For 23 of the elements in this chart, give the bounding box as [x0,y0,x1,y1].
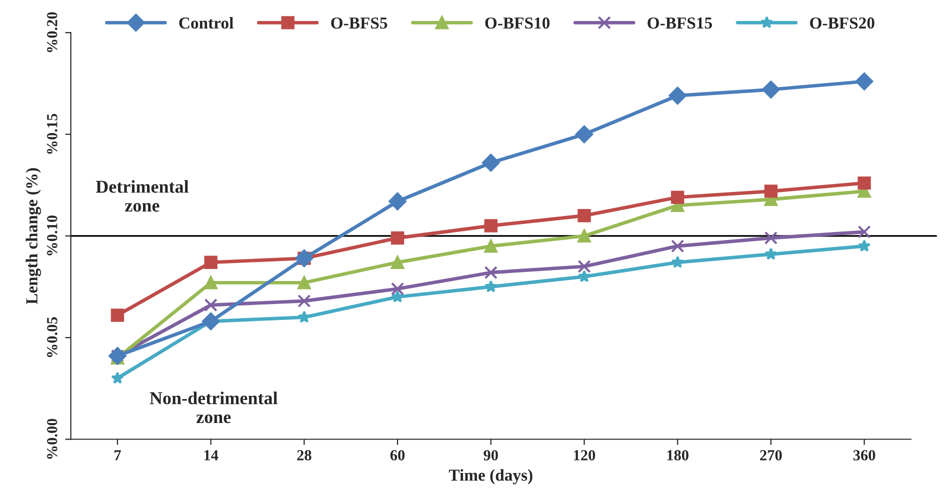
x-tick-label: 270 [760,450,782,460]
y-axis-title: Length change (%) [26,168,41,304]
y-tick-label: %0.20 [46,12,58,52]
legend-label: O-BFS10 [485,17,550,29]
y-tick-label: %0.05 [46,317,58,358]
y-tick-label: %0.15 [46,114,58,154]
x-tick-label: 7 [114,450,121,460]
annotation: Detrimental zone [96,180,189,212]
x-tick-label: 360 [853,450,876,460]
legend-label: O-BFS5 [331,17,388,29]
y-tick-label: %0.00 [46,418,58,459]
x-tick-label: 60 [390,450,405,460]
x-tick-label: 28 [297,450,312,460]
x-axis-title: Time (days) [448,469,532,484]
x-tick-label: 90 [484,450,498,460]
legend-label: Control [179,16,234,29]
legend-label: O-BFS15 [648,17,712,29]
y-tick-label: %0.10 [46,216,58,256]
annotation: Non-detrimental zone [150,392,278,424]
x-tick-label: 180 [667,450,688,460]
legend-label: O-BFS20 [810,17,874,29]
x-tick-label: 120 [574,450,596,460]
x-tick-label: 14 [204,450,218,460]
